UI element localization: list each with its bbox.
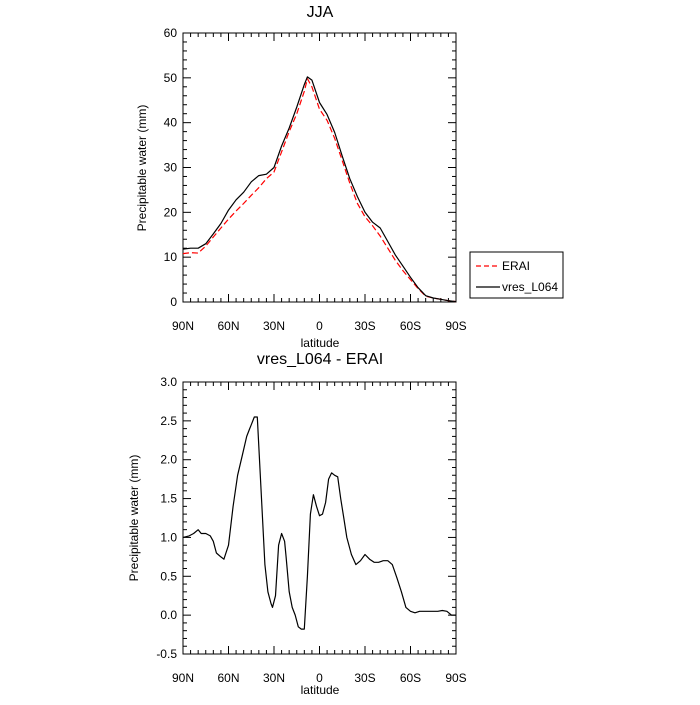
x-tick-label: 0 bbox=[316, 671, 323, 685]
x-tick-label: 60N bbox=[217, 671, 239, 685]
y-tick-label: 0 bbox=[170, 295, 177, 309]
difference-x-axis: 90N 60N 30N 0 30S 60S 90S bbox=[172, 382, 467, 685]
jja-panel: JJA 0 10 20 30 40 50 60 90N 60N 30N 0 30S 60S 90S la… bbox=[135, 4, 564, 350]
jja-series-line-erai bbox=[182, 78, 457, 303]
x-tick-label: 30N bbox=[263, 671, 285, 685]
jja-series-lines bbox=[182, 76, 457, 303]
x-tick-label: 30S bbox=[354, 319, 375, 333]
legend-label-vres: vres_L064 bbox=[502, 280, 558, 294]
x-tick-label: 60S bbox=[400, 319, 421, 333]
y-tick-label: -0.5 bbox=[156, 647, 177, 661]
y-tick-label: 50 bbox=[164, 71, 178, 85]
x-tick-label: 0 bbox=[316, 319, 323, 333]
x-tick-label: 30N bbox=[263, 319, 285, 333]
x-tick-label: 90N bbox=[172, 671, 194, 685]
y-tick-label: 3.0 bbox=[160, 375, 177, 389]
jja-x-axis: 90N 60N 30N 0 30S 60S 90S bbox=[172, 33, 467, 333]
x-tick-label: 60S bbox=[400, 671, 421, 685]
y-tick-label: 10 bbox=[164, 250, 178, 264]
x-tick-label: 90N bbox=[172, 319, 194, 333]
y-tick-label: 20 bbox=[164, 205, 178, 219]
legend-box bbox=[469, 251, 564, 299]
difference-y-axis: -0.5 0.0 0.5 1.0 1.5 2.0 2.5 3.0 bbox=[156, 375, 456, 661]
y-tick-label: 1.5 bbox=[160, 492, 177, 506]
difference-x-axis-label: latitude bbox=[301, 683, 340, 697]
y-tick-label: 2.5 bbox=[160, 414, 177, 428]
y-tick-label: 40 bbox=[164, 116, 178, 130]
jja-plot-frame bbox=[182, 32, 457, 303]
y-tick-label: 2.0 bbox=[160, 453, 177, 467]
y-tick-label: 1.0 bbox=[160, 530, 177, 544]
x-tick-label: 60N bbox=[217, 319, 239, 333]
x-tick-label: 90S bbox=[445, 319, 466, 333]
difference-y-axis-label: Precipitable water (mm) bbox=[127, 455, 141, 582]
y-tick-label: 0.5 bbox=[160, 569, 177, 583]
jja-series-line-vres-l064 bbox=[182, 76, 457, 303]
x-tick-label: 90S bbox=[445, 671, 466, 685]
jja-chart-title: JJA bbox=[307, 4, 334, 21]
difference-panel: vres_L064 - ERAI -0.5 0.0 0.5 1.0 1.5 2.0 2.5 3… bbox=[127, 351, 467, 697]
difference-series-lines bbox=[182, 416, 456, 630]
jja-x-axis-label: latitude bbox=[301, 336, 340, 350]
y-tick-label: 30 bbox=[164, 161, 178, 175]
jja-legend: ERAI vres_L064 bbox=[469, 251, 564, 299]
y-tick-label: 0.0 bbox=[160, 608, 177, 622]
legend-label-erai: ERAI bbox=[502, 259, 530, 273]
difference-series-line-vres-l064-erai bbox=[182, 416, 456, 630]
jja-y-axis-label: Precipitable water (mm) bbox=[135, 105, 149, 232]
y-tick-label: 60 bbox=[164, 26, 178, 40]
difference-chart-title: vres_L064 - ERAI bbox=[257, 351, 383, 368]
x-tick-label: 30S bbox=[354, 671, 375, 685]
jja-y-axis: 0 10 20 30 40 50 60 bbox=[164, 26, 456, 309]
